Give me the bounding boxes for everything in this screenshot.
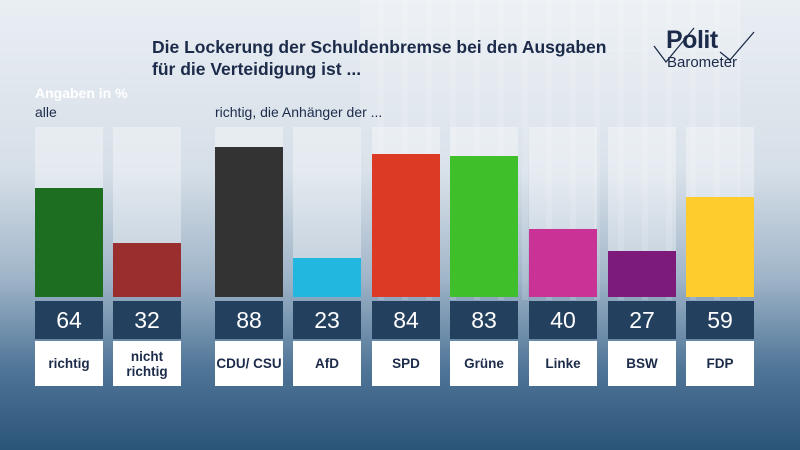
category-label: richtig <box>35 341 103 386</box>
bar <box>529 229 597 297</box>
data-label: 83 <box>450 301 518 339</box>
category-label: BSW <box>608 341 676 386</box>
bar <box>113 243 181 297</box>
bar-column: 32 nicht richtig <box>113 127 181 387</box>
bar-column: 59 FDP <box>686 127 754 387</box>
politbarometer-logo: Polit Barometer <box>650 22 760 78</box>
logo-word-polit: Polit <box>666 26 718 54</box>
category-label: SPD <box>372 341 440 386</box>
data-label: 88 <box>215 301 283 339</box>
unit-label: Angaben in % <box>35 85 128 101</box>
category-label: Linke <box>529 341 597 386</box>
bar <box>608 251 676 297</box>
chart-title: Die Lockerung der Schuldenbremse bei den… <box>152 37 607 79</box>
category-label: nicht richtig <box>113 341 181 386</box>
data-label: 64 <box>35 301 103 339</box>
data-label: 32 <box>113 301 181 339</box>
bar-column: 84 SPD <box>372 127 440 387</box>
check-mark-icon <box>653 27 755 64</box>
bar <box>293 258 361 297</box>
category-label: FDP <box>686 341 754 386</box>
bar <box>215 147 283 297</box>
category-label: CDU/ CSU <box>215 341 283 386</box>
group-label-all: alle <box>35 104 57 120</box>
bar-column: 40 Linke <box>529 127 597 387</box>
data-label: 40 <box>529 301 597 339</box>
bar-column: 83 Grüne <box>450 127 518 387</box>
bar-column: 27 BSW <box>608 127 676 387</box>
bar-column: 88 CDU/ CSU <box>215 127 283 387</box>
category-label: AfD <box>293 341 361 386</box>
data-label: 84 <box>372 301 440 339</box>
category-label: Grüne <box>450 341 518 386</box>
bar <box>686 197 754 297</box>
bar <box>35 188 103 297</box>
bar <box>450 156 518 297</box>
bar-column: 64 richtig <box>35 127 103 387</box>
data-label: 27 <box>608 301 676 339</box>
data-label: 59 <box>686 301 754 339</box>
bar <box>372 154 440 297</box>
bar-column: 23 AfD <box>293 127 361 387</box>
group-label-supporters: richtig, die Anhänger der ... <box>215 104 383 120</box>
logo-word-barometer: Barometer <box>667 54 738 71</box>
data-label: 23 <box>293 301 361 339</box>
